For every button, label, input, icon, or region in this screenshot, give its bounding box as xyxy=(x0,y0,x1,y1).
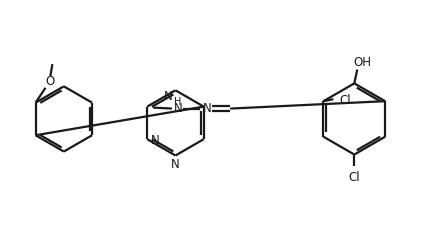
Text: N: N xyxy=(164,90,172,103)
Text: N: N xyxy=(171,157,180,170)
Text: N: N xyxy=(173,102,182,115)
Text: H: H xyxy=(174,96,181,106)
Text: N: N xyxy=(151,133,160,146)
Text: Cl: Cl xyxy=(339,93,351,106)
Text: N: N xyxy=(203,102,212,115)
Text: OH: OH xyxy=(353,56,371,69)
Text: Cl: Cl xyxy=(348,170,360,183)
Text: O: O xyxy=(46,75,55,88)
